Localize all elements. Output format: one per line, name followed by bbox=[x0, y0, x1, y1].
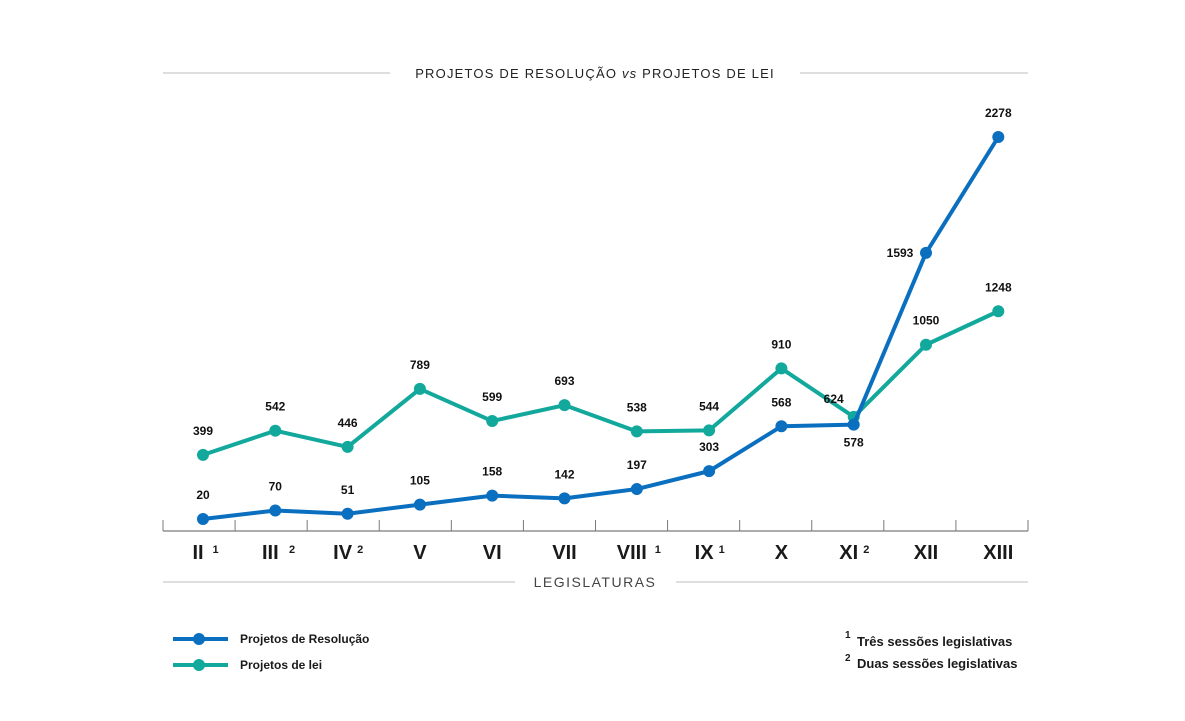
data-point-resolucao bbox=[341, 507, 354, 520]
data-label-resolucao: 70 bbox=[269, 480, 283, 494]
legend: Projetos de Resolução Projetos de lei bbox=[173, 632, 369, 672]
data-label-lei: 910 bbox=[771, 337, 791, 351]
data-point-lei bbox=[486, 415, 499, 428]
data-label-lei: 1248 bbox=[985, 280, 1012, 294]
data-label-lei: 599 bbox=[482, 390, 502, 404]
data-point-resolucao bbox=[920, 246, 932, 259]
x-tick-note: 2 bbox=[357, 544, 363, 556]
data-point-lei bbox=[992, 305, 1005, 318]
data-point-resolucao bbox=[269, 504, 282, 517]
data-point-resolucao bbox=[630, 483, 643, 496]
data-point-lei bbox=[703, 424, 716, 437]
chart-title: PROJETOS DE RESOLUÇÃO vs PROJETOS DE LEI bbox=[415, 66, 775, 81]
data-point-lei bbox=[413, 382, 426, 395]
x-tick-note: 2 bbox=[289, 544, 295, 556]
x-tick-label: VII bbox=[552, 542, 576, 564]
data-point-lei bbox=[920, 338, 932, 351]
data-label-lei: 399 bbox=[193, 424, 213, 438]
footnote-2-mark: 2 bbox=[845, 653, 851, 664]
x-tick-label: IX bbox=[695, 542, 715, 564]
footnote-2-text: Duas sessões legislativas bbox=[857, 656, 1017, 671]
chart-title-part1: PROJETOS DE RESOLUÇÃO bbox=[415, 66, 617, 81]
chart-title-vs: vs bbox=[622, 66, 637, 81]
series-line-resolucao bbox=[201, 135, 1001, 521]
x-tick-label: VIII bbox=[617, 542, 647, 564]
data-point-resolucao bbox=[992, 131, 1005, 143]
x-axis-ticks bbox=[162, 520, 1029, 531]
series-group bbox=[197, 131, 1005, 525]
x-tick-label: III bbox=[262, 542, 279, 564]
x-tick-label: VI bbox=[483, 542, 502, 564]
data-label-resolucao: 2278 bbox=[985, 106, 1012, 120]
data-point-resolucao bbox=[703, 465, 716, 478]
data-label-resolucao: 20 bbox=[196, 488, 210, 502]
x-tick-label: XIII bbox=[983, 542, 1013, 564]
data-label-resolucao: 158 bbox=[482, 465, 502, 479]
data-label-lei: 542 bbox=[265, 400, 285, 414]
legend-label-resolucao: Projetos de Resolução bbox=[240, 632, 369, 646]
data-label-lei: 789 bbox=[410, 358, 430, 372]
data-point-resolucao bbox=[775, 420, 788, 433]
x-tick-label: V bbox=[413, 542, 427, 564]
footnote-1-mark: 1 bbox=[845, 630, 851, 641]
data-label-lei: 446 bbox=[338, 416, 358, 430]
data-point-resolucao bbox=[197, 513, 209, 525]
legend-marker-lei bbox=[193, 659, 205, 671]
x-tick-note: 1 bbox=[655, 544, 661, 556]
x-tick-note: 1 bbox=[719, 544, 725, 556]
data-label-lei: 538 bbox=[627, 400, 647, 414]
x-tick-note: 2 bbox=[863, 544, 869, 556]
data-point-resolucao bbox=[413, 498, 426, 511]
data-point-resolucao bbox=[486, 489, 499, 502]
data-point-resolucao bbox=[558, 492, 571, 505]
x-tick-label: II bbox=[192, 542, 203, 564]
data-label-lei: 624 bbox=[824, 392, 844, 406]
series-line-lei bbox=[201, 309, 1001, 457]
data-point-lei bbox=[558, 399, 571, 412]
data-label-resolucao: 1593 bbox=[887, 246, 914, 260]
data-label-resolucao: 578 bbox=[844, 436, 864, 450]
data-point-lei bbox=[197, 448, 209, 461]
x-axis-tick-labels: II 1 III 2 IV 2 V VI VII VIII 1 IX 1 X XI 2 XII XIII bbox=[192, 542, 1013, 564]
data-label-resolucao: 568 bbox=[771, 395, 791, 409]
x-tick-label: XI bbox=[839, 542, 858, 564]
x-axis-title: LEGISLATURAS bbox=[534, 574, 657, 590]
data-point-lei bbox=[630, 425, 643, 438]
data-point-lei bbox=[775, 362, 788, 375]
legend-marker-resolucao bbox=[193, 633, 205, 645]
data-point-resolucao bbox=[847, 418, 860, 431]
data-point-lei bbox=[269, 424, 282, 437]
legend-label-lei: Projetos de lei bbox=[240, 658, 322, 672]
footnote-1-text: Três sessões legislativas bbox=[857, 634, 1012, 649]
x-tick-note: 1 bbox=[213, 544, 219, 556]
x-tick-label: X bbox=[775, 542, 789, 564]
data-label-lei: 693 bbox=[554, 374, 574, 388]
x-tick-label: IV bbox=[333, 542, 353, 564]
footnotes: 1 Três sessões legislativas 2 Duas sessõ… bbox=[845, 630, 1017, 671]
data-label-resolucao: 303 bbox=[699, 440, 719, 454]
x-tick-label: XII bbox=[914, 542, 938, 564]
data-label-resolucao: 197 bbox=[627, 458, 647, 472]
data-labels-group: 20 70 51 105 158 142 197 303 568 578 1593 2278 399 54… bbox=[193, 106, 1012, 502]
data-label-resolucao: 142 bbox=[554, 467, 574, 481]
data-label-lei: 544 bbox=[699, 399, 719, 413]
data-point-lei bbox=[341, 440, 354, 453]
chart-title-part2: PROJETOS DE LEI bbox=[642, 66, 775, 81]
data-label-resolucao: 51 bbox=[341, 483, 355, 497]
data-label-resolucao: 105 bbox=[410, 474, 430, 488]
data-label-lei: 1050 bbox=[913, 314, 940, 328]
